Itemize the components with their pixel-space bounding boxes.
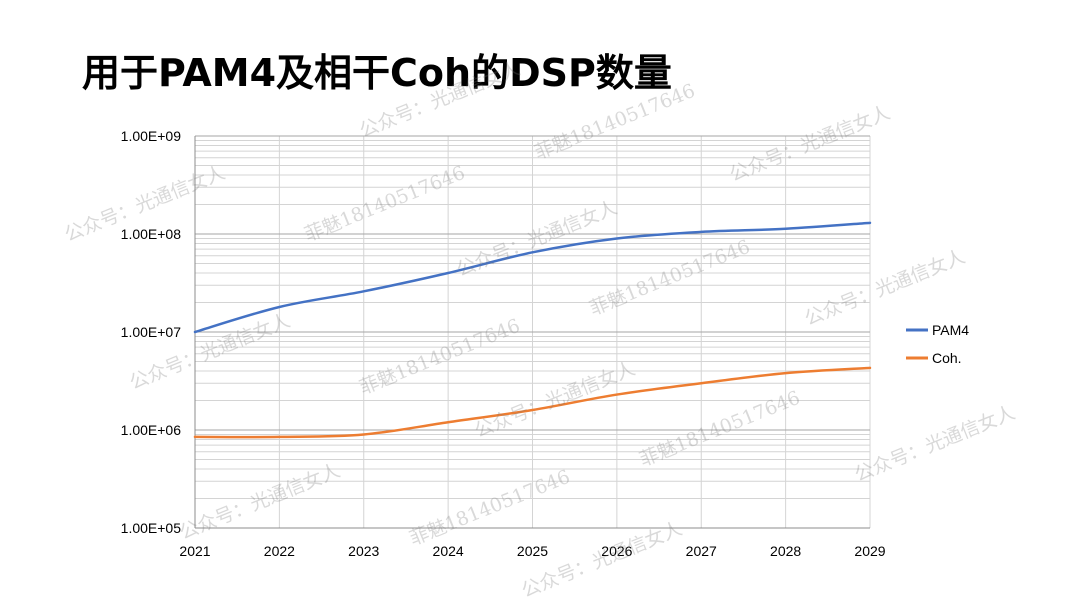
legend-label: PAM4 [932,322,969,338]
x-tick-label: 2025 [517,543,548,559]
x-tick-label: 2027 [686,543,717,559]
chart-legend: PAM4 Coh. [906,322,969,366]
y-tick-label: 1.00E+06 [121,422,182,438]
page-title: 用于PAM4及相干Coh的DSP数量 [82,51,672,95]
x-axis-tick-labels: 2021 2022 2023 2024 2025 2026 2027 2028 2029 [179,543,885,559]
x-tick-label: 2022 [264,543,295,559]
y-tick-label: 1.00E+07 [121,324,182,340]
series-line-coh [193,366,872,439]
x-tick-label: 2021 [179,543,210,559]
x-tick-label: 2023 [348,543,379,559]
series-line-pam4 [193,221,872,334]
legend-label: Coh. [932,350,962,366]
series-lines [193,221,872,439]
x-tick-label: 2028 [770,543,801,559]
y-axis-tick-labels: 1.00E+05 1.00E+06 1.00E+07 1.00E+08 1.00E+09 [121,128,182,536]
y-tick-label: 1.00E+05 [121,520,182,536]
x-tick-label: 2026 [601,543,632,559]
minor-gridlines [194,136,871,528]
x-tick-label: 2024 [433,543,464,559]
y-tick-label: 1.00E+09 [121,128,182,144]
x-tick-label: 2029 [854,543,885,559]
y-tick-label: 1.00E+08 [121,226,182,242]
